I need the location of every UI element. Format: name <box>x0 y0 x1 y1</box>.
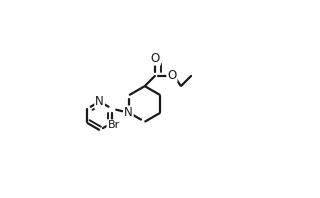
Text: O: O <box>167 69 177 82</box>
Text: N: N <box>124 106 133 119</box>
Text: N: N <box>95 95 104 108</box>
Text: Br: Br <box>108 120 120 130</box>
Text: O: O <box>151 52 160 65</box>
